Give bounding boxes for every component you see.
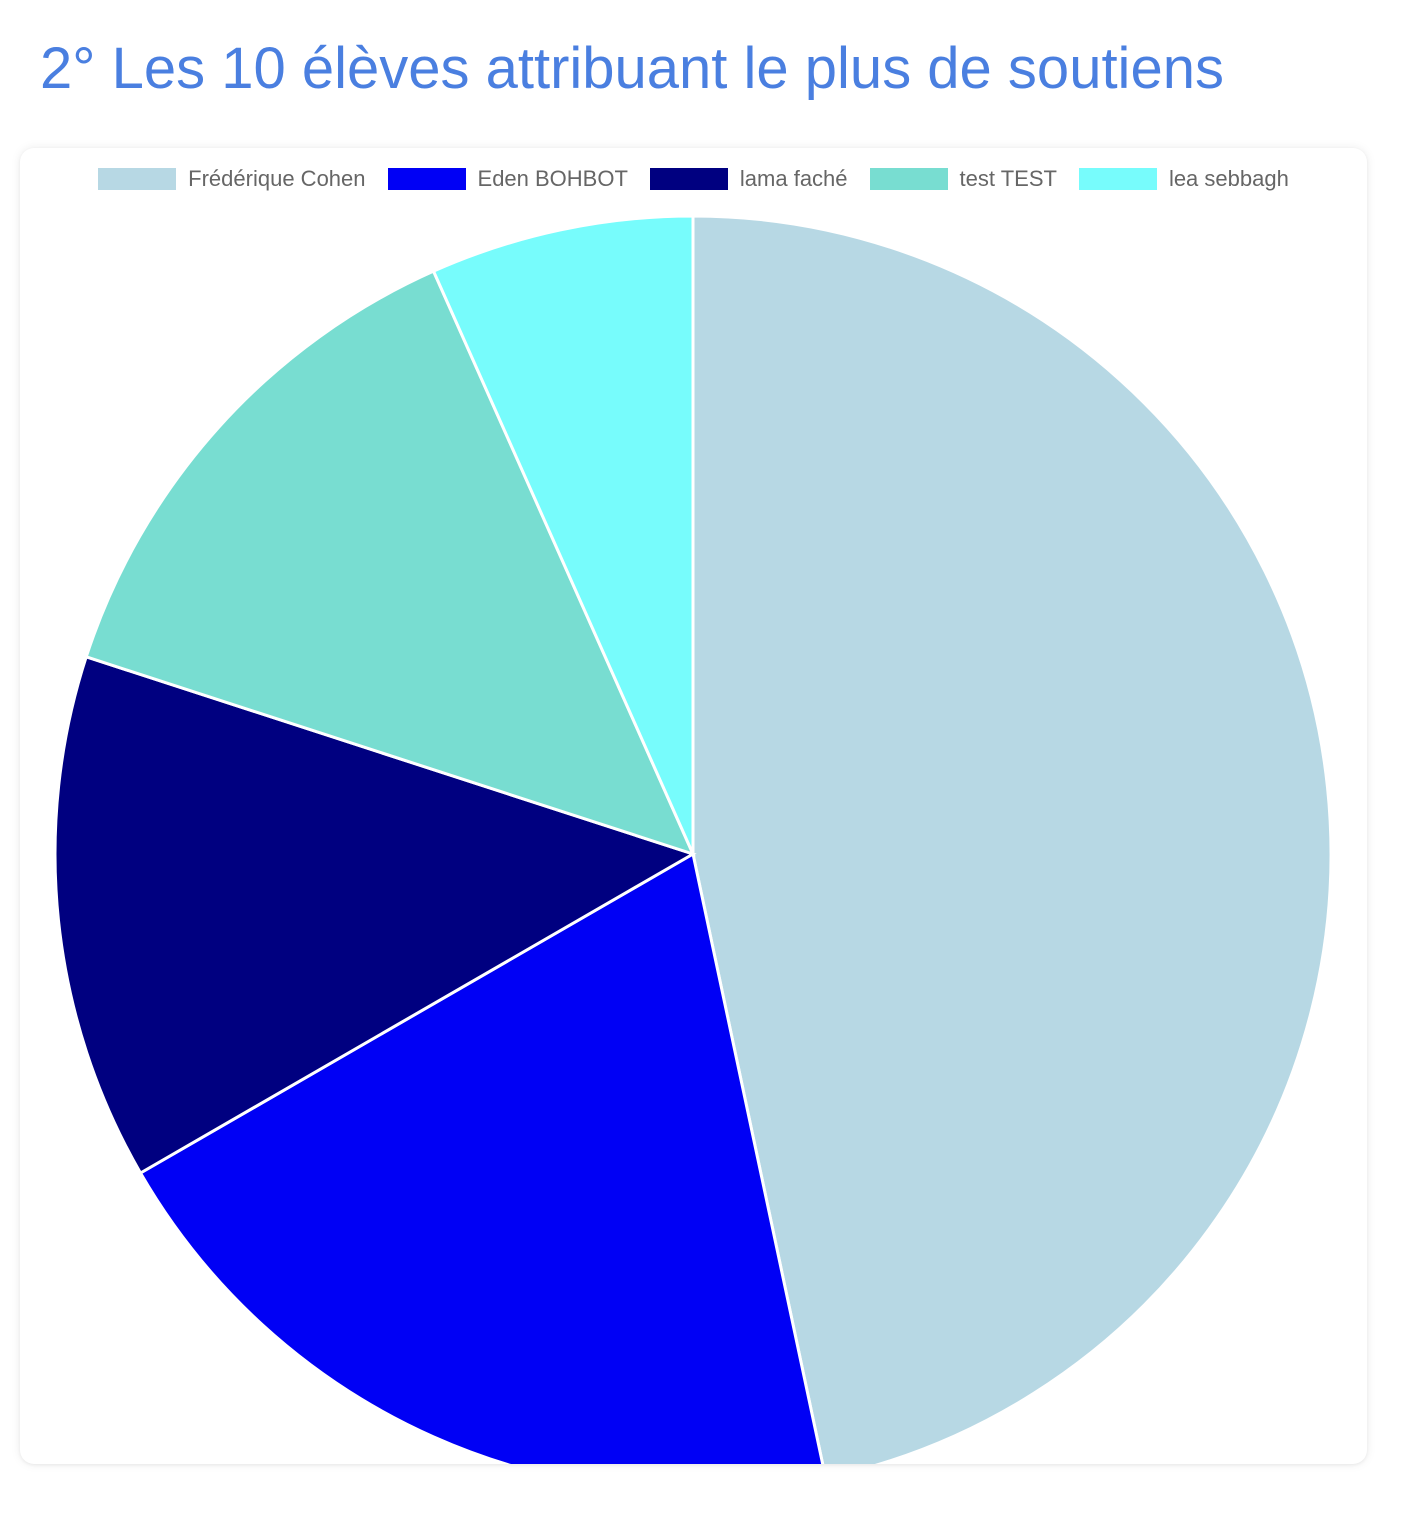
legend-label: Eden BOHBOT xyxy=(477,166,628,191)
legend-label: test TEST xyxy=(959,166,1057,191)
legend-swatch xyxy=(387,168,466,190)
legend-item[interactable]: Eden BOHBOT xyxy=(387,166,628,192)
legend-label: lama faché xyxy=(739,166,848,191)
legend-item[interactable]: lea sebbagh xyxy=(1078,166,1289,192)
pie-slice[interactable] xyxy=(431,214,695,855)
legend-swatch xyxy=(869,168,948,190)
pie-slice[interactable] xyxy=(691,214,1333,1464)
pie-slice[interactable] xyxy=(84,269,696,857)
pie-slice[interactable] xyxy=(53,654,697,1176)
legend-item[interactable]: test TEST xyxy=(869,166,1057,192)
legend-label: lea sebbagh xyxy=(1168,166,1289,191)
legend-label: Frédérique Cohen xyxy=(188,166,366,191)
legend-swatch xyxy=(98,168,177,190)
page-title: 2° Les 10 élèves attribuant le plus de s… xyxy=(40,36,1224,101)
legend-swatch xyxy=(649,168,728,190)
legend-swatch xyxy=(1078,168,1157,190)
chart-legend: Frédérique Cohen Eden BOHBOT lama faché tes… xyxy=(20,166,1367,192)
pie-chart xyxy=(53,214,1333,1464)
chart-card: Frédérique Cohen Eden BOHBOT lama faché tes… xyxy=(20,148,1367,1464)
pie-slice[interactable] xyxy=(138,851,825,1464)
legend-item[interactable]: Frédérique Cohen xyxy=(98,166,366,192)
legend-item[interactable]: lama faché xyxy=(649,166,848,192)
